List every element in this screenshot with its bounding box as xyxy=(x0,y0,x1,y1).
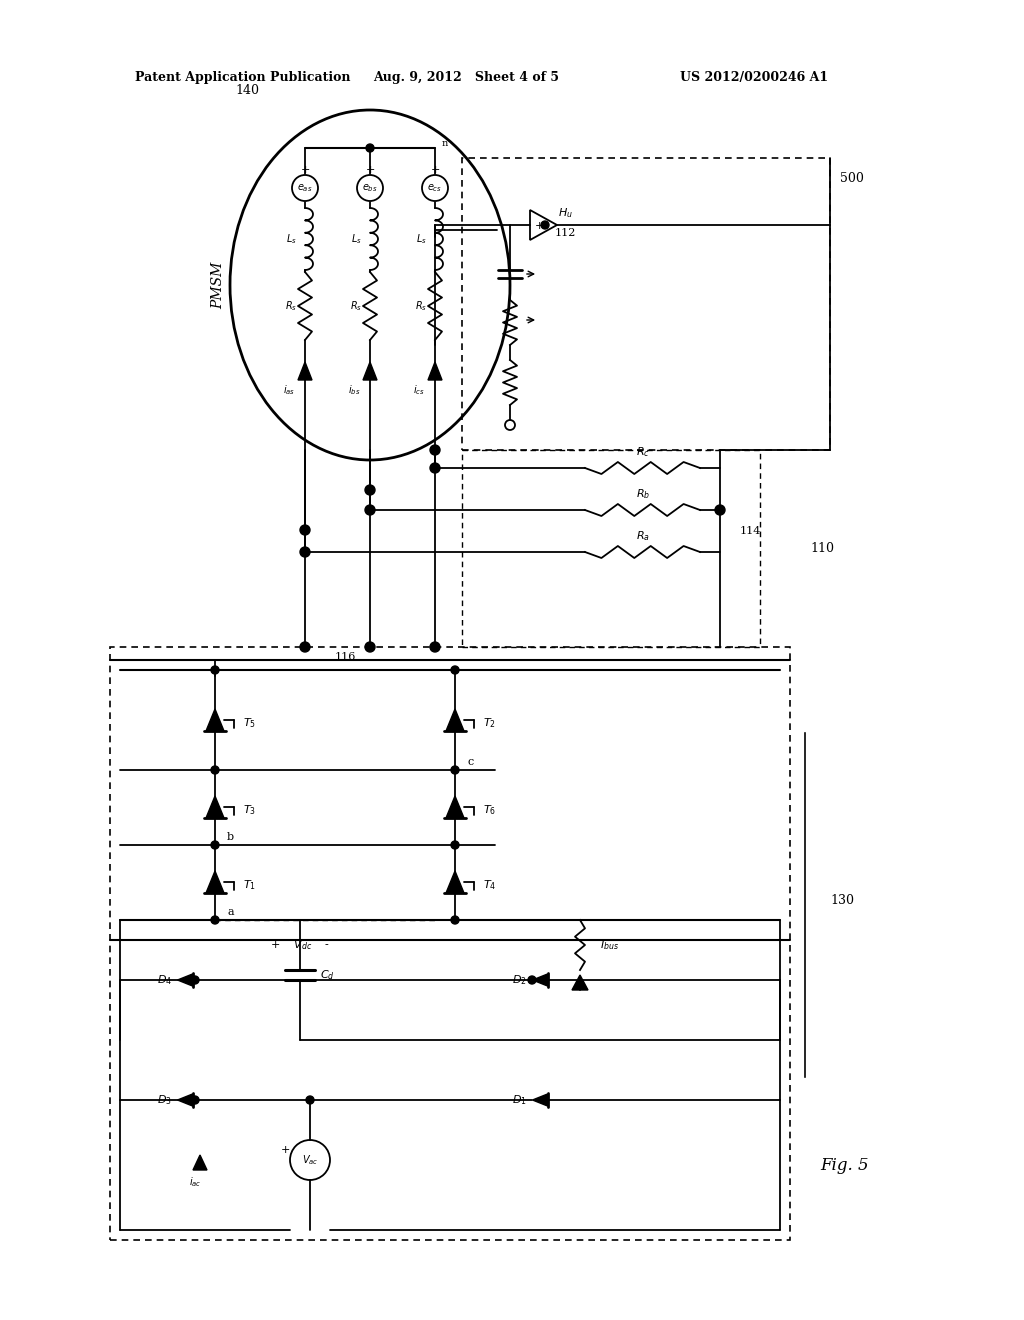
Circle shape xyxy=(365,642,375,652)
Text: $L_s$: $L_s$ xyxy=(416,232,426,246)
Circle shape xyxy=(191,1096,199,1104)
Text: $D_4$: $D_4$ xyxy=(157,973,172,987)
Text: +: + xyxy=(430,165,439,176)
Circle shape xyxy=(300,546,310,557)
Text: Aug. 9, 2012   Sheet 4 of 5: Aug. 9, 2012 Sheet 4 of 5 xyxy=(373,71,559,84)
Text: $i_{as}$: $i_{as}$ xyxy=(283,383,295,397)
Polygon shape xyxy=(298,362,312,380)
Circle shape xyxy=(451,766,459,774)
Text: $C_d$: $C_d$ xyxy=(319,968,335,982)
Polygon shape xyxy=(446,709,464,731)
Circle shape xyxy=(430,642,440,652)
Text: $e_{as}$: $e_{as}$ xyxy=(297,182,312,194)
Polygon shape xyxy=(572,975,588,990)
Text: a: a xyxy=(227,907,233,917)
Polygon shape xyxy=(206,796,224,818)
Polygon shape xyxy=(446,871,464,894)
Text: +    $V_{dc}$    -: + $V_{dc}$ - xyxy=(270,939,330,952)
Text: $T_2$: $T_2$ xyxy=(483,715,496,730)
Circle shape xyxy=(211,766,219,774)
Text: 130: 130 xyxy=(830,894,854,907)
Text: +: + xyxy=(366,165,375,176)
Text: $T_6$: $T_6$ xyxy=(483,803,497,817)
Circle shape xyxy=(430,463,440,473)
Polygon shape xyxy=(428,362,442,380)
Text: c: c xyxy=(467,756,473,767)
Text: $i_{ac}$: $i_{ac}$ xyxy=(188,1175,202,1189)
Text: $R_b$: $R_b$ xyxy=(636,487,650,500)
Polygon shape xyxy=(446,796,464,818)
Text: US 2012/0200246 A1: US 2012/0200246 A1 xyxy=(680,71,828,84)
Polygon shape xyxy=(532,974,548,986)
Circle shape xyxy=(306,1096,314,1104)
Text: +: + xyxy=(281,1144,290,1155)
Text: $R_s$: $R_s$ xyxy=(350,300,362,313)
Text: $R_a$: $R_a$ xyxy=(636,529,650,543)
Text: +: + xyxy=(300,165,309,176)
Polygon shape xyxy=(532,1094,548,1106)
Text: $T_1$: $T_1$ xyxy=(243,878,256,892)
Circle shape xyxy=(300,525,310,535)
Text: Fig. 5: Fig. 5 xyxy=(820,1156,868,1173)
Text: $i_{bs}$: $i_{bs}$ xyxy=(348,383,360,397)
Circle shape xyxy=(451,841,459,849)
Text: +: + xyxy=(535,220,544,231)
Text: 112: 112 xyxy=(554,228,575,238)
Polygon shape xyxy=(206,709,224,731)
Text: 114: 114 xyxy=(740,525,762,536)
Bar xyxy=(462,450,760,647)
Text: Patent Application Publication: Patent Application Publication xyxy=(135,71,350,84)
Polygon shape xyxy=(177,1094,193,1106)
Text: $T_4$: $T_4$ xyxy=(483,878,497,892)
Bar xyxy=(110,647,790,1239)
Text: $e_{cs}$: $e_{cs}$ xyxy=(427,182,442,194)
Circle shape xyxy=(430,445,440,455)
Text: 140: 140 xyxy=(234,83,259,96)
Circle shape xyxy=(541,220,549,228)
Text: $I_{bus}$: $I_{bus}$ xyxy=(600,939,620,952)
Circle shape xyxy=(366,144,374,152)
Text: b: b xyxy=(227,832,234,842)
Text: $T_3$: $T_3$ xyxy=(243,803,256,817)
Text: $D_3$: $D_3$ xyxy=(157,1093,172,1107)
Circle shape xyxy=(528,975,536,983)
Text: $D_1$: $D_1$ xyxy=(512,1093,526,1107)
Circle shape xyxy=(300,642,310,652)
Text: $R_s$: $R_s$ xyxy=(285,300,297,313)
Text: $T_5$: $T_5$ xyxy=(243,715,256,730)
Text: $R_c$: $R_c$ xyxy=(636,445,650,459)
Text: $V_{ac}$: $V_{ac}$ xyxy=(302,1154,318,1167)
Text: $H_u$: $H_u$ xyxy=(557,206,572,220)
Text: 116: 116 xyxy=(335,652,356,663)
Circle shape xyxy=(191,975,199,983)
Circle shape xyxy=(451,667,459,675)
Text: $L_s$: $L_s$ xyxy=(286,232,296,246)
Text: 110: 110 xyxy=(810,541,834,554)
Text: $i_{cs}$: $i_{cs}$ xyxy=(413,383,425,397)
Circle shape xyxy=(365,506,375,515)
Circle shape xyxy=(451,916,459,924)
Text: $D_2$: $D_2$ xyxy=(512,973,526,987)
Polygon shape xyxy=(193,1155,207,1170)
Circle shape xyxy=(211,916,219,924)
Polygon shape xyxy=(206,871,224,894)
Circle shape xyxy=(365,484,375,495)
Polygon shape xyxy=(362,362,377,380)
Circle shape xyxy=(715,506,725,515)
Text: PMSM: PMSM xyxy=(211,261,225,309)
Text: $L_s$: $L_s$ xyxy=(350,232,361,246)
Text: $e_{bs}$: $e_{bs}$ xyxy=(362,182,378,194)
Text: 500: 500 xyxy=(840,172,864,185)
Text: $R_s$: $R_s$ xyxy=(415,300,427,313)
Text: n: n xyxy=(442,139,449,148)
Circle shape xyxy=(211,841,219,849)
Circle shape xyxy=(211,667,219,675)
Bar xyxy=(462,158,830,450)
Polygon shape xyxy=(177,974,193,986)
